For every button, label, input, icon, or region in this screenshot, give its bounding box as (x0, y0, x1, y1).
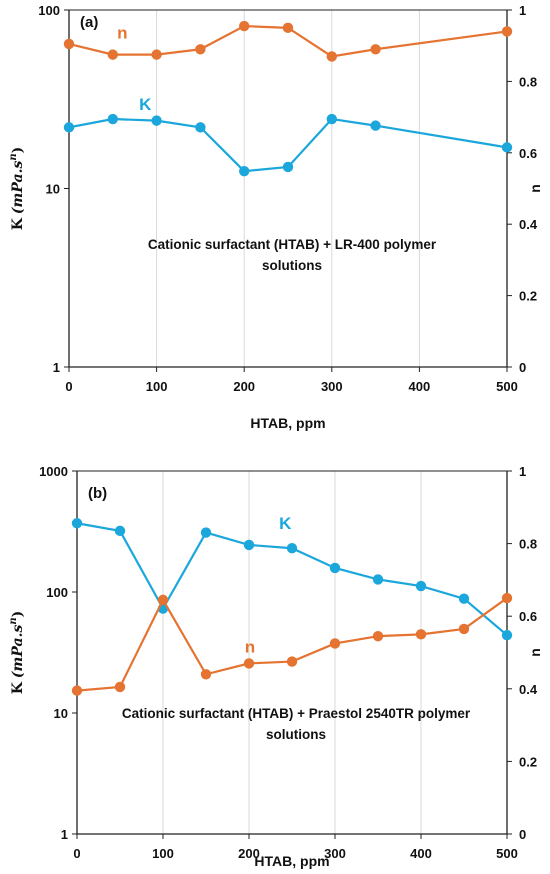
x-axis-title: HTAB, ppm (254, 853, 329, 869)
x-tick-label: 400 (410, 846, 432, 861)
data-point-n (157, 594, 169, 606)
data-point-K (282, 161, 294, 173)
x-tick-label: 300 (321, 379, 343, 394)
x-tick-label: 100 (146, 379, 168, 394)
data-point-n (286, 656, 298, 667)
series-label-n: n (245, 638, 255, 657)
data-point-K (501, 142, 513, 153)
data-point-K (329, 562, 341, 574)
x-tick-label: 0 (65, 379, 72, 394)
y-left-axis-title: K (mPa.sn) (8, 611, 26, 695)
data-point-K (63, 122, 75, 133)
data-point-n (415, 629, 427, 640)
y-left-title-units: (mPa.s (10, 625, 26, 679)
y-right-tick-label: 1 (519, 464, 526, 479)
x-tick-label: 400 (409, 379, 431, 394)
y-left-axis-title: K (mPa.sn) (8, 147, 26, 231)
series-line-n (76, 597, 508, 692)
data-point-K (107, 113, 119, 125)
y-left-title-prefix: K (10, 217, 26, 230)
x-tick-label: 0 (73, 846, 80, 861)
data-point-K (195, 122, 206, 133)
data-point-n (63, 38, 75, 50)
data-point-K (415, 580, 427, 592)
data-point-n (151, 49, 162, 60)
data-point-n (195, 44, 206, 55)
data-point-K (372, 574, 384, 585)
x-tick-label: 200 (238, 846, 260, 861)
panel-label: (a) (80, 14, 98, 31)
y-right-tick-label: 0.2 (519, 289, 537, 304)
data-point-K (286, 543, 298, 554)
data-point-n (107, 49, 119, 60)
y-right-tick-label: 0 (519, 360, 526, 375)
y-left-tick-label: 1000 (39, 464, 68, 479)
y-left-title-exponent: n (8, 153, 19, 160)
series-label-K: K (139, 95, 152, 114)
y-left-tick-label: 10 (46, 182, 60, 197)
y-left-title-exponent: n (8, 617, 19, 624)
y-left-tick-label: 100 (46, 585, 68, 600)
data-point-n (282, 22, 294, 34)
data-point-K (200, 527, 212, 538)
x-tick-label: 100 (152, 846, 174, 861)
y-right-tick-label: 0.6 (519, 146, 537, 161)
y-right-axis-title: n (527, 648, 543, 657)
data-point-n (71, 685, 83, 696)
data-point-K (501, 629, 513, 641)
y-right-tick-label: 0.8 (519, 537, 537, 552)
y-left-title-units: (mPa.s (10, 161, 26, 215)
annotation-line: solutions (262, 258, 322, 273)
data-point-K (326, 113, 337, 125)
y-right-tick-label: 0.2 (519, 754, 537, 769)
y-right-tick-label: 1 (519, 3, 526, 18)
series-label-K: K (279, 514, 292, 533)
data-point-n (329, 638, 341, 649)
y-left-tick-label: 100 (38, 3, 60, 18)
panel-b: 0 100 200 300 400 500 1 10 100 1000 0 0.2 0.4 0.6 0.8 1… (8, 464, 543, 869)
data-point-K (243, 539, 255, 551)
y-right-tick-label: 0.4 (519, 217, 538, 232)
annotation-line: Cationic surfactant (HTAB) + LR-400 poly… (148, 237, 437, 252)
y-left-title-prefix: K (10, 681, 26, 694)
y-left-title-close: ) (10, 611, 26, 618)
y-left-title-close: ) (10, 147, 26, 154)
data-point-n (200, 669, 212, 680)
x-tick-label: 500 (496, 846, 518, 861)
series-label-n: n (117, 24, 127, 43)
annotation-line: Cationic surfactant (HTAB) + Praestol 25… (122, 706, 471, 721)
x-tick-label: 500 (496, 379, 518, 394)
data-point-K (151, 115, 162, 126)
data-point-n (243, 658, 255, 669)
y-left-tick-label: 1 (61, 827, 68, 842)
x-tick-label: 300 (324, 846, 346, 861)
data-point-K (114, 525, 126, 537)
y-right-tick-label: 0.4 (519, 682, 538, 697)
data-point-K (370, 120, 381, 131)
series-line-K (76, 522, 508, 636)
y-left-tick-label: 10 (54, 706, 68, 721)
data-point-K (239, 166, 250, 177)
x-axis-title: HTAB, ppm (250, 415, 325, 431)
x-tick-label: 200 (233, 379, 255, 394)
panel-label: (b) (88, 485, 107, 502)
data-point-K (458, 593, 470, 604)
annotation-line: solutions (266, 727, 326, 742)
data-point-K (71, 518, 83, 529)
data-point-n (114, 681, 126, 693)
y-right-axis-title: n (527, 184, 543, 193)
y-right-tick-label: 0.8 (519, 74, 537, 89)
data-point-n (458, 623, 470, 635)
data-point-n (372, 630, 384, 642)
data-point-n (239, 20, 250, 32)
data-point-n (501, 592, 513, 604)
data-point-n (370, 44, 381, 55)
y-right-tick-label: 0.6 (519, 609, 537, 624)
y-right-tick-label: 0 (519, 827, 526, 842)
panel-a: 0 100 200 300 400 500 1 10 100 0 0.2 0.4 0.6 0.8 1 HTAB… (8, 3, 543, 431)
data-point-n (501, 26, 513, 37)
data-point-n (326, 51, 337, 62)
y-left-tick-label: 1 (53, 360, 60, 375)
